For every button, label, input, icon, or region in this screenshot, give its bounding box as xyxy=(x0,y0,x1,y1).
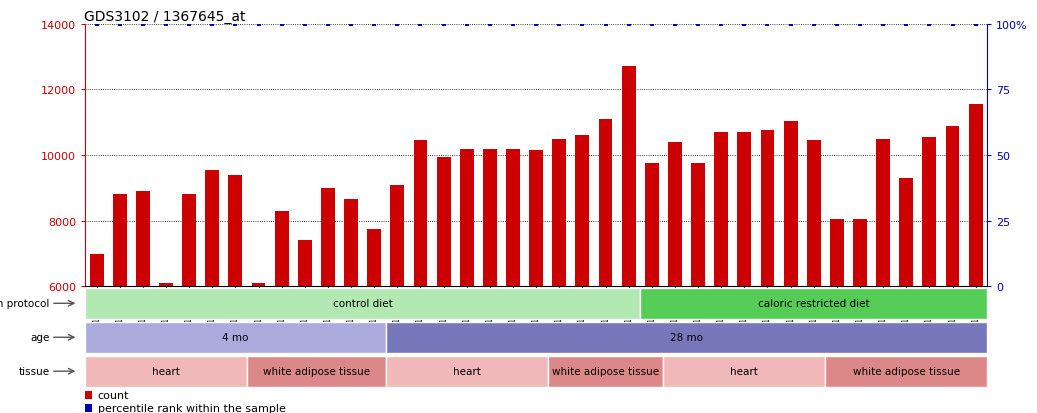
Bar xyxy=(529,151,543,287)
Bar xyxy=(506,149,520,287)
Bar xyxy=(459,149,474,287)
Bar xyxy=(784,121,797,287)
Bar xyxy=(113,195,127,287)
Text: white adipose tissue: white adipose tissue xyxy=(552,366,660,376)
Text: 28 mo: 28 mo xyxy=(670,332,703,342)
Bar xyxy=(367,229,382,287)
Bar xyxy=(85,288,640,319)
Bar xyxy=(275,211,288,287)
Bar xyxy=(85,322,386,353)
Bar xyxy=(737,133,751,287)
Text: count: count xyxy=(97,390,130,400)
Bar xyxy=(89,254,104,287)
Bar xyxy=(228,176,243,287)
Bar xyxy=(645,164,658,287)
Bar xyxy=(205,171,219,287)
Text: percentile rank within the sample: percentile rank within the sample xyxy=(97,403,285,413)
Bar xyxy=(548,356,664,387)
Bar xyxy=(321,188,335,287)
Bar xyxy=(344,200,358,287)
Bar xyxy=(390,185,404,287)
Bar xyxy=(714,133,728,287)
Text: white adipose tissue: white adipose tissue xyxy=(262,366,370,376)
Bar xyxy=(640,288,987,319)
Bar xyxy=(923,138,936,287)
Bar xyxy=(876,139,890,287)
Text: heart: heart xyxy=(730,366,758,376)
Text: heart: heart xyxy=(152,366,180,376)
Text: GDS3102 / 1367645_at: GDS3102 / 1367645_at xyxy=(84,10,246,24)
Bar xyxy=(899,178,914,287)
Bar xyxy=(598,120,613,287)
Text: growth protocol: growth protocol xyxy=(0,299,50,309)
Bar xyxy=(691,164,705,287)
Bar xyxy=(159,283,173,287)
Bar xyxy=(830,220,844,287)
Bar xyxy=(483,149,497,287)
Bar xyxy=(664,356,825,387)
Bar xyxy=(622,67,636,287)
Text: caloric restricted diet: caloric restricted diet xyxy=(758,299,870,309)
Bar xyxy=(252,283,265,287)
Bar xyxy=(553,139,566,287)
Bar xyxy=(85,356,247,387)
Bar xyxy=(576,136,589,287)
Bar xyxy=(298,241,312,287)
Bar xyxy=(825,356,987,387)
Text: white adipose tissue: white adipose tissue xyxy=(852,366,960,376)
Text: 4 mo: 4 mo xyxy=(222,332,249,342)
Bar xyxy=(853,220,867,287)
Bar xyxy=(136,192,149,287)
Text: age: age xyxy=(30,332,50,342)
Bar xyxy=(807,141,820,287)
Bar xyxy=(760,131,775,287)
Bar xyxy=(386,356,548,387)
Text: tissue: tissue xyxy=(19,366,50,376)
Bar xyxy=(668,142,682,287)
Text: control diet: control diet xyxy=(333,299,393,309)
Bar xyxy=(414,141,427,287)
Bar xyxy=(183,195,196,287)
Bar xyxy=(969,105,983,287)
Bar xyxy=(386,322,987,353)
Bar xyxy=(437,157,450,287)
Bar xyxy=(247,356,386,387)
Bar xyxy=(946,126,959,287)
Text: heart: heart xyxy=(453,366,481,376)
